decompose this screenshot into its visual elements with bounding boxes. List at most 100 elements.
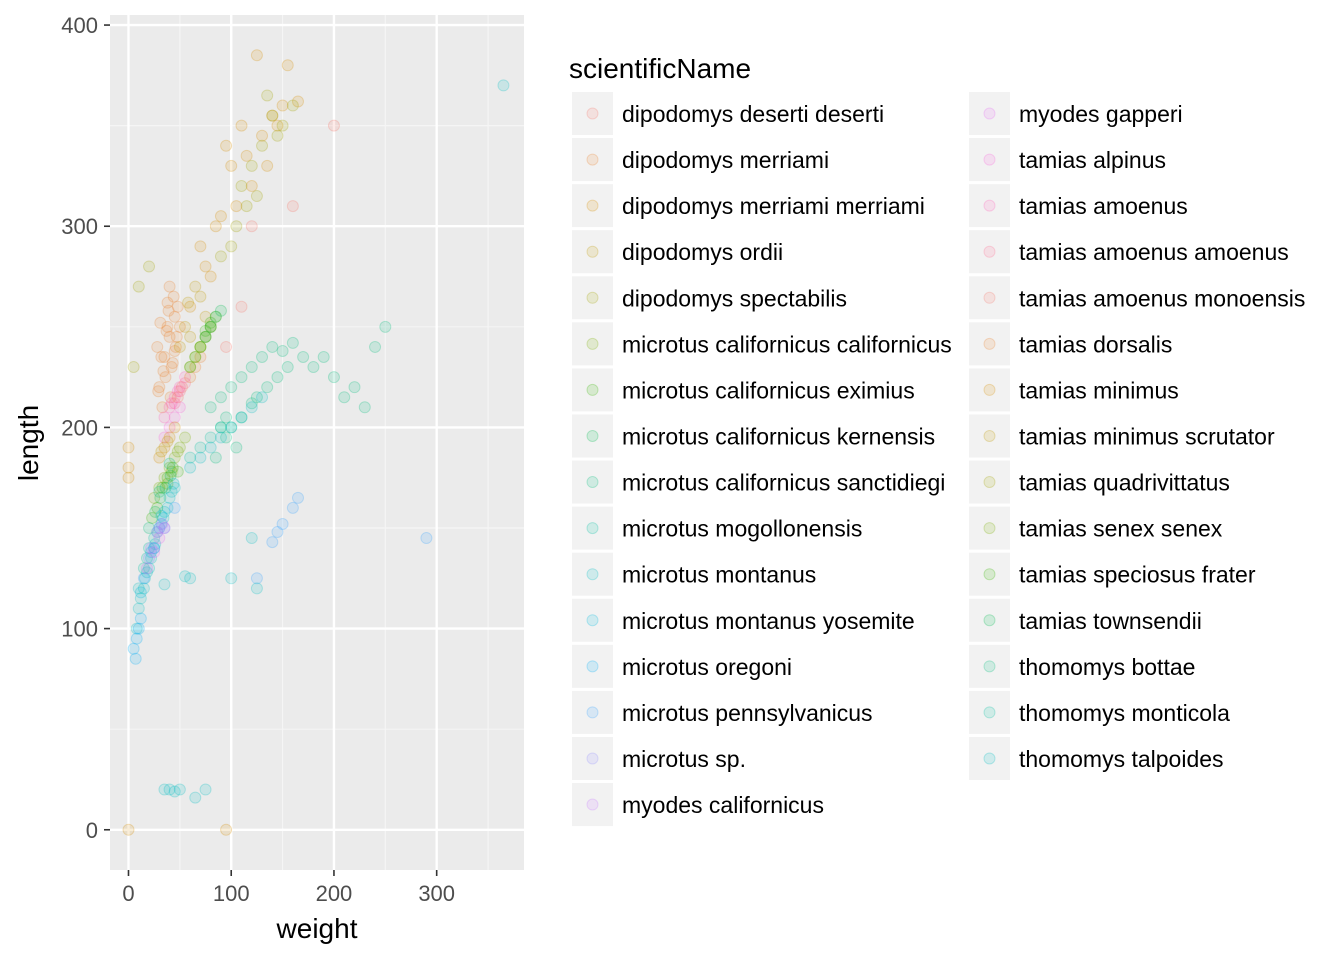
- data-point: [168, 785, 181, 798]
- data-point: [189, 351, 202, 363]
- data-point: [171, 300, 184, 313]
- data-point: [209, 451, 222, 464]
- data-point: [158, 522, 171, 534]
- legend-symbol: [586, 153, 599, 166]
- y-axis-title: length: [13, 405, 44, 481]
- data-point: [497, 79, 510, 92]
- data-point: [155, 351, 168, 363]
- data-point: [167, 477, 180, 490]
- data-point: [165, 485, 178, 498]
- data-point: [245, 401, 258, 414]
- legend-key: [969, 138, 1010, 182]
- data-point: [286, 336, 299, 349]
- data-point: [199, 330, 212, 343]
- data-point: [271, 371, 284, 384]
- data-point: [122, 823, 135, 836]
- data-point: [327, 371, 340, 384]
- data-point: [173, 381, 186, 394]
- data-point: [214, 421, 227, 434]
- legend-symbol: [586, 337, 599, 350]
- legend-symbol: [586, 383, 599, 396]
- data-point: [171, 445, 184, 458]
- legend-symbol: [983, 660, 996, 673]
- data-point: [130, 622, 143, 635]
- data-point: [173, 320, 186, 333]
- data-point: [173, 385, 186, 398]
- data-point: [184, 300, 197, 313]
- data-point: [240, 200, 253, 213]
- data-point: [209, 310, 222, 323]
- data-point: [256, 129, 269, 142]
- data-point: [134, 612, 147, 625]
- data-point: [286, 99, 299, 112]
- data-point: [163, 401, 176, 414]
- legend-label: dipodomys merriami merriami: [622, 193, 925, 219]
- legend-key: [969, 460, 1010, 504]
- data-point: [261, 159, 274, 172]
- data-point: [286, 200, 299, 213]
- data-point: [168, 310, 181, 323]
- legend-key: [572, 736, 613, 780]
- data-point: [178, 377, 191, 390]
- data-point: [184, 451, 197, 464]
- x-tick-label: 0: [122, 881, 134, 906]
- data-point: [122, 471, 135, 484]
- data-point: [159, 481, 172, 494]
- data-point: [184, 361, 197, 374]
- legend-label: microtus sp.: [622, 746, 746, 772]
- data-point: [266, 109, 279, 122]
- data-point: [245, 159, 258, 172]
- data-point: [271, 129, 284, 142]
- legend-key: [572, 414, 613, 458]
- data-point: [194, 451, 207, 464]
- data-point: [151, 340, 164, 353]
- data-point: [175, 381, 188, 394]
- data-point: [163, 431, 176, 444]
- legend-symbol: [586, 568, 599, 581]
- data-point: [137, 562, 150, 575]
- data-point: [178, 320, 191, 333]
- data-point: [148, 542, 161, 555]
- legend-key: [969, 322, 1010, 366]
- data-point: [194, 441, 207, 454]
- data-point: [170, 330, 183, 343]
- data-point: [266, 109, 279, 122]
- data-point: [235, 119, 248, 132]
- data-point: [276, 119, 289, 132]
- data-point: [225, 421, 238, 434]
- data-point: [173, 401, 186, 414]
- data-point: [153, 522, 166, 534]
- data-point: [225, 240, 238, 253]
- data-point: [161, 320, 174, 333]
- legend-key: [572, 138, 613, 182]
- y-tick-label: 400: [61, 13, 98, 38]
- data-point: [153, 522, 166, 534]
- data-point: [157, 511, 170, 524]
- data-point: [214, 421, 227, 434]
- data-point: [122, 441, 135, 454]
- data-point: [209, 220, 222, 233]
- tick-labels: 0 100 200 300 0 100 200 300 400: [61, 13, 455, 906]
- data-point: [145, 552, 158, 565]
- data-point: [153, 485, 166, 498]
- data-point: [122, 461, 135, 474]
- data-point: [199, 260, 212, 273]
- legend-label: dipodomys merriami: [622, 147, 829, 173]
- data-point: [158, 505, 171, 518]
- legend-key: [969, 184, 1010, 228]
- data-point: [204, 320, 217, 333]
- major-gridlines: [110, 15, 524, 870]
- data-point: [168, 501, 181, 514]
- legend-label: microtus californicus eximius: [622, 377, 915, 403]
- data-point: [168, 344, 181, 357]
- data-point: [220, 823, 233, 836]
- data-point: [184, 572, 197, 585]
- data-point: [204, 320, 217, 333]
- minor-gridlines: [110, 15, 524, 870]
- data-point: [214, 210, 227, 223]
- data-point: [137, 572, 150, 585]
- legend-label: dipodomys ordii: [622, 239, 783, 265]
- legend-symbol: [586, 291, 599, 304]
- data-point: [155, 509, 168, 522]
- data-point: [266, 340, 279, 353]
